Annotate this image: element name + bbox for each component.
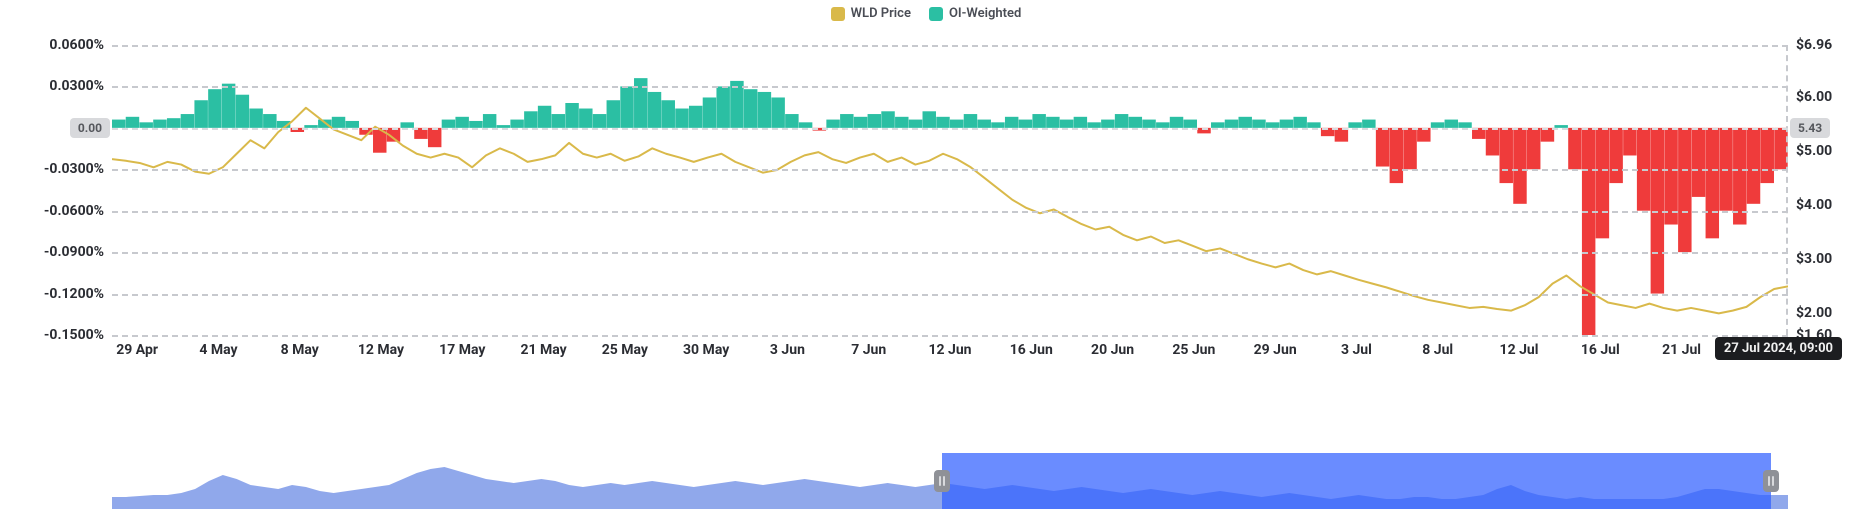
y-right-crosshair-badge: 5.43 bbox=[1790, 118, 1830, 138]
navigator-handle-right[interactable] bbox=[1763, 470, 1779, 492]
range-navigator[interactable] bbox=[112, 453, 1788, 509]
x-tick-label: 21 May bbox=[520, 342, 566, 358]
x-tick-label: 29 Jun bbox=[1254, 342, 1297, 358]
x-tick-label: 16 Jul bbox=[1581, 342, 1620, 358]
grid-line bbox=[112, 335, 1788, 337]
legend-label: WLD Price bbox=[851, 6, 911, 21]
grid-line bbox=[112, 211, 1788, 213]
legend-label: OI-Weighted bbox=[949, 6, 1021, 21]
x-tick-label: 4 May bbox=[199, 342, 237, 358]
chart-legend: WLD Price OI-Weighted bbox=[0, 6, 1852, 21]
x-tick-label: 20 Jun bbox=[1091, 342, 1134, 358]
y-right-label: $2.00 bbox=[1788, 305, 1832, 321]
y-left-label: -0.0600% bbox=[44, 203, 112, 219]
series-svg bbox=[112, 45, 1788, 335]
legend-swatch-price bbox=[831, 7, 845, 21]
grid-line bbox=[112, 294, 1788, 296]
y-left-label: -0.1200% bbox=[44, 286, 112, 302]
x-tick-label: 3 Jul bbox=[1341, 342, 1372, 358]
legend-item-oi[interactable]: OI-Weighted bbox=[929, 6, 1021, 21]
x-tick-label: 12 Jul bbox=[1500, 342, 1539, 358]
y-right-label: $3.00 bbox=[1788, 251, 1832, 267]
y-left-label: -0.0300% bbox=[44, 161, 112, 177]
grid-line bbox=[112, 86, 1788, 88]
x-tick-label: 25 May bbox=[602, 342, 648, 358]
funding-price-chart: { "legend":[ {"label":"WLD Price","color… bbox=[0, 0, 1852, 525]
legend-swatch-oi bbox=[929, 7, 943, 21]
x-tick-label: 30 May bbox=[683, 342, 729, 358]
x-tick-label: 3 Jun bbox=[770, 342, 805, 358]
y-right-label: $6.00 bbox=[1788, 89, 1832, 105]
x-tick-label: 29 Apr bbox=[116, 342, 158, 358]
y-left-label: 0.0300% bbox=[49, 78, 112, 94]
x-tick-label: 25 Jun bbox=[1172, 342, 1215, 358]
x-tick-label: 8 May bbox=[281, 342, 319, 358]
grid-line bbox=[112, 169, 1788, 171]
y-left-label: -0.1500% bbox=[44, 327, 112, 343]
plot-area[interactable]: 0.0600%0.0300%-0.0300%-0.0600%-0.0900%-0… bbox=[112, 45, 1788, 335]
x-tick-label: 17 May bbox=[439, 342, 485, 358]
grid-line bbox=[112, 252, 1788, 254]
y-left-label: 0.0600% bbox=[49, 37, 112, 53]
x-tick-label: 21 Jul bbox=[1662, 342, 1701, 358]
y-left-label: -0.0900% bbox=[44, 244, 112, 260]
navigator-mask-left bbox=[942, 453, 1772, 509]
x-tick-label: 7 Jun bbox=[851, 342, 886, 358]
y-right-label: $6.96 bbox=[1788, 37, 1832, 53]
crosshair-tooltip: 27 Jul 2024, 09:00 bbox=[1715, 337, 1842, 360]
x-tick-label: 12 May bbox=[358, 342, 404, 358]
y-right-label: $4.00 bbox=[1788, 197, 1832, 213]
x-tick-label: 16 Jun bbox=[1010, 342, 1053, 358]
navigator-handle-left[interactable] bbox=[934, 470, 950, 492]
x-tick-label: 8 Jul bbox=[1422, 342, 1453, 358]
zero-line bbox=[112, 128, 1788, 130]
y-right-label: $5.00 bbox=[1788, 143, 1832, 159]
legend-item-price[interactable]: WLD Price bbox=[831, 6, 911, 21]
y-left-zero-badge: 0.00 bbox=[70, 118, 110, 138]
x-tick-label: 12 Jun bbox=[928, 342, 971, 358]
grid-line bbox=[112, 45, 1788, 47]
